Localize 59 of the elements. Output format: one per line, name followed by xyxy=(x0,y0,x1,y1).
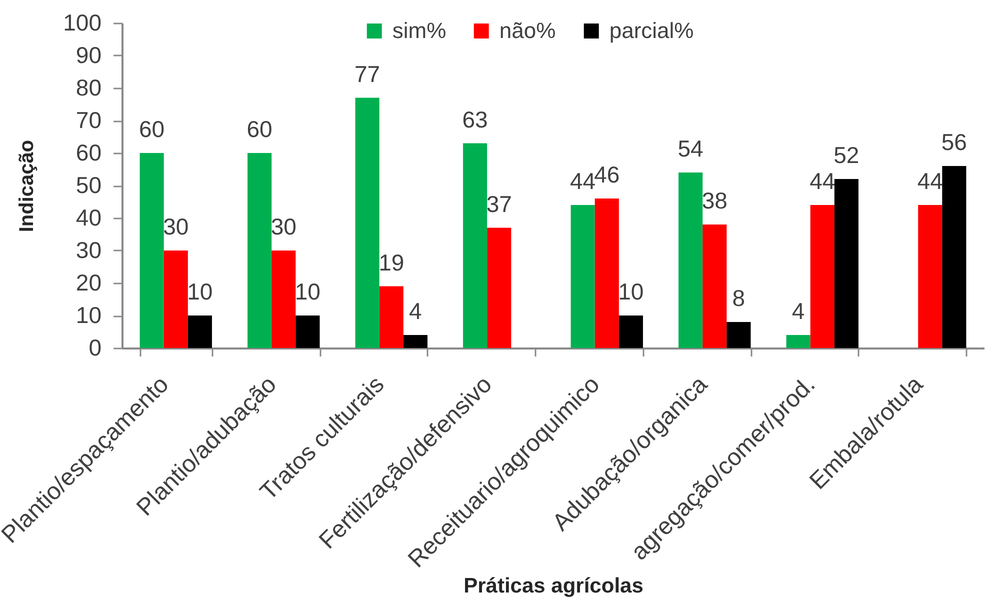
data-label: 52 xyxy=(834,142,860,168)
y-tick-label: 30 xyxy=(76,237,102,263)
bar xyxy=(355,98,380,348)
data-label: 77 xyxy=(354,60,380,87)
data-label: 30 xyxy=(163,214,189,240)
bar xyxy=(594,198,619,348)
bar xyxy=(379,286,404,348)
data-label: 56 xyxy=(941,129,967,155)
data-label: 4 xyxy=(409,298,422,324)
y-tick-label: 80 xyxy=(76,74,102,100)
y-tick-label: 40 xyxy=(76,204,102,230)
bar xyxy=(726,322,751,348)
data-label: 19 xyxy=(378,249,404,276)
y-tick-label: 0 xyxy=(88,334,102,360)
data-label: 4 xyxy=(792,298,805,324)
data-label: 44 xyxy=(570,168,596,194)
data-label: 60 xyxy=(246,116,272,142)
legend-label: não% xyxy=(499,18,556,43)
bar xyxy=(140,153,164,348)
y-tick-label: 100 xyxy=(63,10,102,36)
bar xyxy=(702,224,727,348)
bar xyxy=(918,205,942,348)
bar xyxy=(164,250,188,348)
data-label: 30 xyxy=(270,214,296,240)
bar xyxy=(810,205,834,348)
bar xyxy=(834,179,858,348)
data-label: 10 xyxy=(294,278,320,304)
y-tick-label: 90 xyxy=(76,42,102,68)
x-axis-title: Práticas agrícolas xyxy=(464,574,644,598)
bar xyxy=(188,316,212,348)
y-tick-label: 10 xyxy=(76,302,102,328)
data-label: 10 xyxy=(187,278,213,304)
data-label: 46 xyxy=(594,162,620,188)
bar xyxy=(618,316,643,348)
bar xyxy=(678,172,703,348)
bar xyxy=(403,335,428,348)
y-tick-label: 50 xyxy=(76,172,102,198)
y-tick-label: 60 xyxy=(76,140,102,166)
bar xyxy=(296,316,320,348)
y-tick-label: 20 xyxy=(76,270,102,296)
legend-label: sim% xyxy=(392,18,446,43)
bar xyxy=(248,153,272,348)
data-label: 10 xyxy=(618,278,644,304)
data-label: 37 xyxy=(486,190,512,217)
legend-label: parcial% xyxy=(609,18,694,43)
y-axis-title: Indicação xyxy=(16,140,38,232)
data-label: 60 xyxy=(139,116,165,142)
data-label: 44 xyxy=(810,168,836,194)
bar xyxy=(942,166,966,348)
data-label: 54 xyxy=(678,136,704,162)
data-label: 38 xyxy=(702,188,728,214)
data-label: 8 xyxy=(732,285,746,311)
bar xyxy=(570,205,595,348)
y-tick-label: 70 xyxy=(76,107,102,133)
bar xyxy=(487,228,512,348)
bar xyxy=(272,250,296,348)
bar xyxy=(463,143,488,348)
data-label: 63 xyxy=(462,106,488,132)
bar xyxy=(786,335,810,348)
